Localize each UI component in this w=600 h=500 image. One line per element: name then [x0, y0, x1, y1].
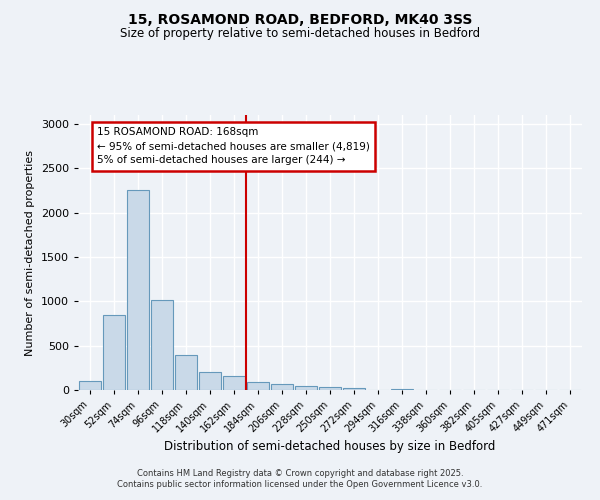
Text: Contains HM Land Registry data © Crown copyright and database right 2025.: Contains HM Land Registry data © Crown c… [137, 468, 463, 477]
Y-axis label: Number of semi-detached properties: Number of semi-detached properties [25, 150, 35, 356]
Bar [103, 314, 125, 390]
Bar [391, 388, 413, 390]
Bar [319, 387, 341, 390]
Bar [271, 384, 293, 390]
Bar [247, 382, 269, 390]
Text: Contains public sector information licensed under the Open Government Licence v3: Contains public sector information licen… [118, 480, 482, 489]
Bar [343, 388, 365, 390]
Bar [151, 300, 173, 390]
Text: 15, ROSAMOND ROAD, BEDFORD, MK40 3SS: 15, ROSAMOND ROAD, BEDFORD, MK40 3SS [128, 12, 472, 26]
X-axis label: Distribution of semi-detached houses by size in Bedford: Distribution of semi-detached houses by … [164, 440, 496, 452]
Bar [127, 190, 149, 390]
Bar [79, 380, 101, 390]
Bar [223, 376, 245, 390]
Bar [199, 372, 221, 390]
Text: Size of property relative to semi-detached houses in Bedford: Size of property relative to semi-detach… [120, 28, 480, 40]
Text: 15 ROSAMOND ROAD: 168sqm
← 95% of semi-detached houses are smaller (4,819)
5% of: 15 ROSAMOND ROAD: 168sqm ← 95% of semi-d… [97, 128, 370, 166]
Bar [175, 354, 197, 390]
Bar [295, 386, 317, 390]
